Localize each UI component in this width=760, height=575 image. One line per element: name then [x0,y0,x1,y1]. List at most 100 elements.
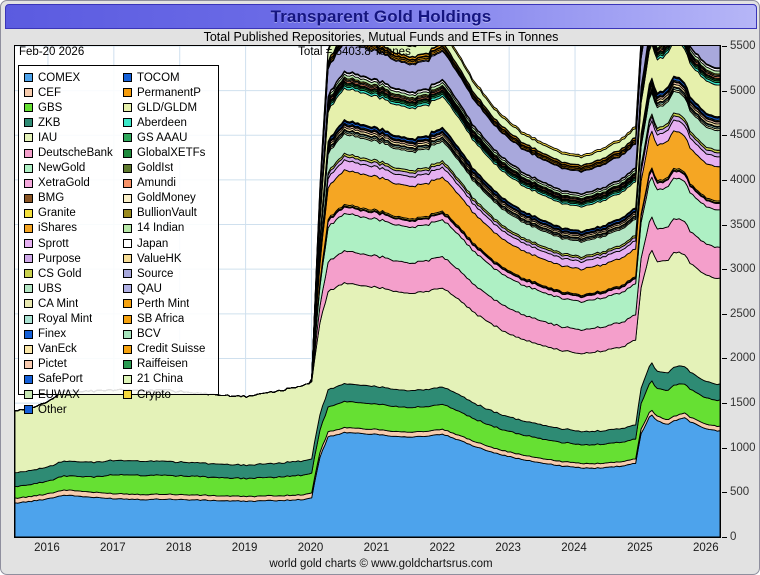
legend-label: Source [137,267,174,280]
legend-item[interactable]: Purpose [24,251,124,266]
legend-item[interactable]: Sprott [24,236,124,251]
legend-swatch-icon [123,133,132,143]
y-tick-mark [722,46,727,47]
legend-swatch-icon [123,239,132,249]
legend-label: CA Mint [38,297,79,310]
legend-label: PermanentP [137,86,201,99]
legend-item[interactable]: 14 Indian [123,221,223,236]
legend-item[interactable]: CEF [24,85,124,100]
legend-swatch-icon [123,344,132,354]
legend-item[interactable]: SafePort [24,372,124,387]
legend-label: QAU [137,282,162,295]
legend-swatch-icon [24,178,33,188]
legend-swatch-icon [123,269,132,279]
legend-swatch-icon [24,299,33,309]
legend-swatch-icon [24,239,33,249]
x-tick-label: 2017 [100,542,126,554]
legend-swatch-icon [123,284,132,294]
legend-item[interactable]: GLD/GLDM [123,100,223,115]
y-tick-label: 0 [730,531,737,543]
legend-column-1: COMEX CEF GBS ZKB IAU DeutscheBank NewGold Xetr… [24,70,124,417]
legend-label: iShares [38,222,77,235]
legend-swatch-icon [123,390,132,400]
y-tick-label: 5000 [730,84,756,97]
legend-item[interactable]: ZKB [24,115,124,130]
legend-swatch-icon [123,254,132,264]
legend-item[interactable]: GlobalXETFs [123,145,223,160]
legend-label: Crypto [137,388,171,401]
legend-item[interactable]: ValueHK [123,251,223,266]
legend-item[interactable]: CA Mint [24,296,124,311]
legend-swatch-icon [24,254,33,264]
legend-label: 21 China [137,373,184,386]
y-tick-mark [722,492,727,494]
legend-item[interactable]: Granite [24,206,124,221]
legend-item[interactable]: Other [24,402,124,417]
legend-label: UBS [38,282,62,295]
legend-swatch-icon [123,223,132,233]
x-tick-label: 2021 [363,542,390,554]
legend-item[interactable]: XetraGold [24,176,124,191]
legend-item[interactable]: Pictet [24,357,124,372]
x-tick-label: 2022 [429,542,456,554]
legend-swatch-icon [24,103,33,113]
legend-item[interactable]: Perth Mint [123,296,223,311]
legend-item[interactable]: iShares [24,221,124,236]
legend-item[interactable]: DeutscheBank [24,145,124,160]
legend-item[interactable]: EUWAX [24,387,124,402]
legend-item[interactable]: Source [123,266,223,281]
legend-swatch-icon [123,193,132,203]
legend-label: Amundi [137,177,176,190]
legend-label: Finex [38,328,67,341]
legend-swatch-icon [24,359,33,369]
legend-item[interactable]: GBS [24,100,124,115]
legend-item[interactable]: Crypto [123,387,223,402]
legend-label: TOCOM [137,71,180,84]
legend-swatch-icon [24,163,33,173]
legend-item[interactable]: BCV [123,327,223,342]
legend-item[interactable]: Japan [123,236,223,251]
y-tick-label: 1000 [730,441,756,454]
legend-item[interactable]: BullionVault [123,206,223,221]
legend-item[interactable]: Aberdeen [123,115,223,130]
legend-item[interactable]: Royal Mint [24,312,124,327]
legend-item[interactable]: TOCOM [123,70,223,85]
legend-item[interactable]: BMG [24,191,124,206]
legend-item[interactable]: QAU [123,281,223,296]
y-tick-mark [722,135,727,137]
legend-item[interactable]: PermanentP [123,85,223,100]
legend-swatch-icon [24,118,33,128]
legend-swatch-icon [123,374,132,384]
legend-item[interactable]: CS Gold [24,266,124,281]
legend-item[interactable]: GS AAAU [123,130,223,145]
legend-item[interactable]: UBS [24,281,124,296]
y-tick-mark [722,179,727,181]
legend-item[interactable]: Amundi [123,176,223,191]
legend-item[interactable]: GoldMoney [123,191,223,206]
legend-item[interactable]: IAU [24,130,124,145]
y-tick-label: 2500 [730,307,756,320]
legend-swatch-icon [123,329,132,339]
legend-item[interactable]: VanEck [24,342,124,357]
legend-label: GlobalXETFs [137,147,206,160]
legend-label: Pictet [38,358,67,371]
legend-item[interactable]: GoldIst [123,161,223,176]
legend-item[interactable]: SB Africa [123,312,223,327]
date-stamp: Feb-20 2026 [19,46,85,58]
y-tick-mark [722,90,727,92]
x-tick-label: 2024 [561,542,587,554]
legend-label: Purpose [38,252,81,265]
legend-swatch-icon [24,329,33,339]
legend-label: Other [38,403,67,416]
legend-item[interactable]: COMEX [24,70,124,85]
y-tick-label: 3500 [730,218,756,231]
legend-swatch-icon [123,73,132,83]
legend-item[interactable]: Credit Suisse [123,342,223,357]
legend-item[interactable]: Finex [24,327,124,342]
legend-item[interactable]: NewGold [24,161,124,176]
legend-label: Granite [38,207,76,220]
y-tick-label: 1500 [730,397,756,410]
legend-item[interactable]: 21 China [123,372,223,387]
legend-item[interactable]: Raiffeisen [123,357,223,372]
legend-label: SB Africa [137,313,185,326]
